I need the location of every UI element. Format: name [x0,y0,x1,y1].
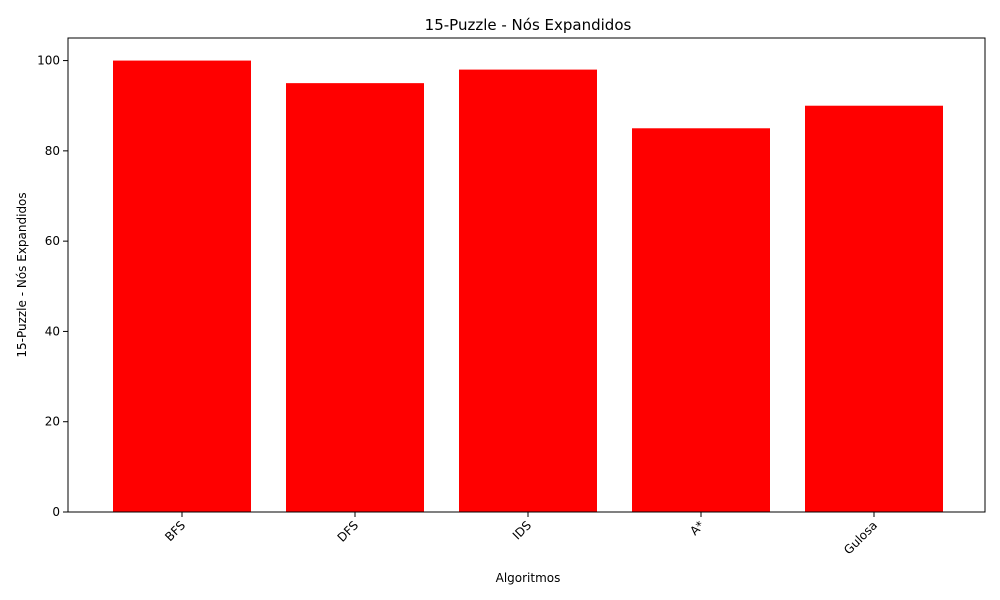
y-tick-label: 0 [52,505,60,519]
bar-astar [632,128,770,513]
y-tick-label: 20 [45,415,60,429]
x-tick-label: Gulosa [841,518,880,557]
bar-dfs [286,83,424,513]
x-tick-label: DFS [335,518,362,545]
x-tick-label: IDS [510,518,534,542]
chart-title: 15-Puzzle - Nós Expandidos [425,16,632,34]
y-tick-label: 40 [45,324,60,338]
x-axis: BFS DFS IDS A* Gulosa [162,512,880,557]
x-axis-label: Algoritmos [496,571,561,585]
y-tick-label: 100 [37,54,60,68]
x-tick-label: A* [687,518,707,538]
y-axis-label: 15-Puzzle - Nós Expandidos [15,192,29,357]
bar-gulosa [805,105,943,512]
bar-ids [459,69,597,512]
plot-frame [67,37,986,513]
y-axis: 0 20 40 60 80 100 [37,54,68,519]
bar-bfs [113,60,251,512]
x-tick-label: BFS [162,518,188,544]
y-tick-label: 60 [45,234,60,248]
bars-group [113,60,943,513]
y-tick-label: 80 [45,144,60,158]
